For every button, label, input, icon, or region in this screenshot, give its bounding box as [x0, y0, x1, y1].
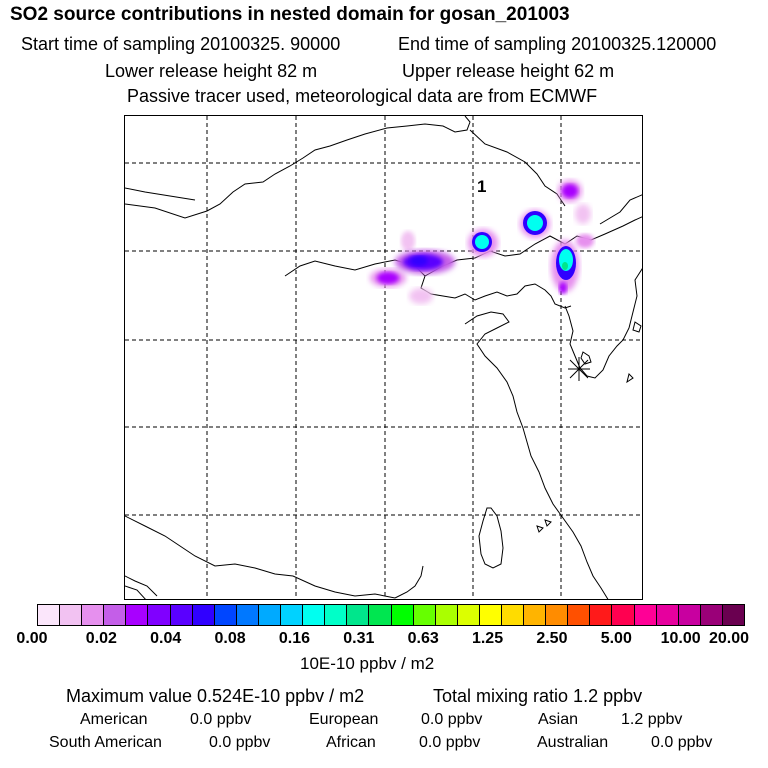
- region-south-american-name: South American: [49, 734, 162, 751]
- lower-release-height: Lower release height 82 m: [105, 61, 318, 81]
- colorbar-segment: [236, 605, 259, 625]
- region-american-value: 0.0 ppbv: [190, 711, 252, 728]
- map-svg: [125, 116, 642, 599]
- colorbar-segment: [634, 605, 657, 625]
- total-mixing-ratio: Total mixing ratio 1.2 ppbv: [433, 686, 643, 706]
- colorbar-segment: [435, 605, 458, 625]
- colorbar-segment: [170, 605, 193, 625]
- colorbar-tick-label: 0.31: [343, 630, 375, 647]
- region-south-american-value: 0.0 ppbv: [209, 734, 271, 751]
- concentration-plumes: [370, 180, 594, 304]
- colorbar-segment: [60, 605, 83, 625]
- receptor-marker: [568, 357, 590, 381]
- lat-lon-grid: [125, 116, 642, 599]
- colorbar-segment: [656, 605, 679, 625]
- colorbar-tick-label: 2.50: [536, 630, 568, 647]
- colorbar: [37, 604, 745, 626]
- colorbar-segment: [612, 605, 635, 625]
- colorbar-segment: [501, 605, 525, 625]
- source-region-label: 1: [477, 177, 487, 196]
- plume-northeast: [558, 180, 594, 248]
- colorbar-tick-label: 0.00: [16, 630, 48, 647]
- colorbar-segment: [325, 605, 348, 625]
- colorbar-segment: [590, 605, 613, 625]
- region-european-name: European: [309, 711, 379, 728]
- colorbar-segment: [391, 605, 414, 625]
- region-australian-value: 0.0 ppbv: [651, 734, 713, 751]
- plume-beijing-west: [370, 231, 433, 304]
- colorbar-tick-label: 0.08: [214, 630, 246, 647]
- colorbar-segment: [104, 605, 127, 625]
- colorbar-tick-label: 5.00: [600, 630, 632, 647]
- colorbar-segment: [192, 605, 215, 625]
- colorbar-segment: [479, 605, 502, 625]
- map-panel: 1: [124, 115, 643, 600]
- colorbar-segment: [524, 605, 547, 625]
- colorbar-segment: [413, 605, 436, 625]
- region-australian-name: Australian: [537, 734, 609, 751]
- colorbar-segment: [369, 605, 392, 625]
- colorbar-segment: [303, 605, 326, 625]
- colorbar-segment: [347, 605, 370, 625]
- colorbar-segment: [457, 605, 480, 625]
- upper-release-height: Upper release height 62 m: [402, 61, 615, 81]
- colorbar-segment: [568, 605, 591, 625]
- colorbar-segment: [126, 605, 149, 625]
- maximum-value: Maximum value 0.524E-10 ppbv / m2: [66, 686, 365, 706]
- colorbar-tick-label: 0.16: [278, 630, 311, 647]
- colorbar-tick-label: 0.04: [150, 630, 182, 647]
- colorbar-segment: [722, 605, 744, 625]
- colorbar-segment: [148, 605, 171, 625]
- colorbar-tick-label: 0.63: [407, 630, 439, 647]
- plume-tianjin: [468, 229, 498, 257]
- region-asian-name: Asian: [538, 711, 579, 728]
- colorbar-segment: [281, 605, 304, 625]
- region-european-value: 0.0 ppbv: [421, 711, 483, 728]
- region-african-value: 0.0 ppbv: [419, 734, 481, 751]
- plume-dalian: [551, 240, 579, 294]
- colorbar-units: 10E-10 ppbv / m2: [300, 654, 435, 673]
- colorbar-tick-label: 10.00: [660, 630, 701, 647]
- region-african-name: African: [326, 734, 376, 751]
- colorbar-segment: [700, 605, 723, 625]
- colorbar-tick-label: 20.00: [708, 630, 750, 647]
- colorbar-segment: [546, 605, 569, 625]
- page-title: SO2 source contributions in nested domai…: [10, 4, 570, 25]
- colorbar-tick-label: 0.02: [85, 630, 117, 647]
- colorbar-segment: [38, 605, 61, 625]
- colorbar-segment: [678, 605, 701, 625]
- colorbar-tick-label: 1.25: [471, 630, 504, 647]
- plume-liaoning: [520, 210, 550, 238]
- start-time: Start time of sampling 20100325. 90000: [21, 34, 341, 54]
- region-american-name: American: [80, 711, 148, 728]
- region-asian-value: 1.2 ppbv: [621, 711, 683, 728]
- plume-beijing-east: [395, 250, 455, 274]
- colorbar-segment: [258, 605, 282, 625]
- tracer-note: Passive tracer used, meteorological data…: [127, 86, 598, 106]
- end-time: End time of sampling 20100325.120000: [398, 34, 717, 54]
- colorbar-segment: [82, 605, 105, 625]
- colorbar-segment: [214, 605, 237, 625]
